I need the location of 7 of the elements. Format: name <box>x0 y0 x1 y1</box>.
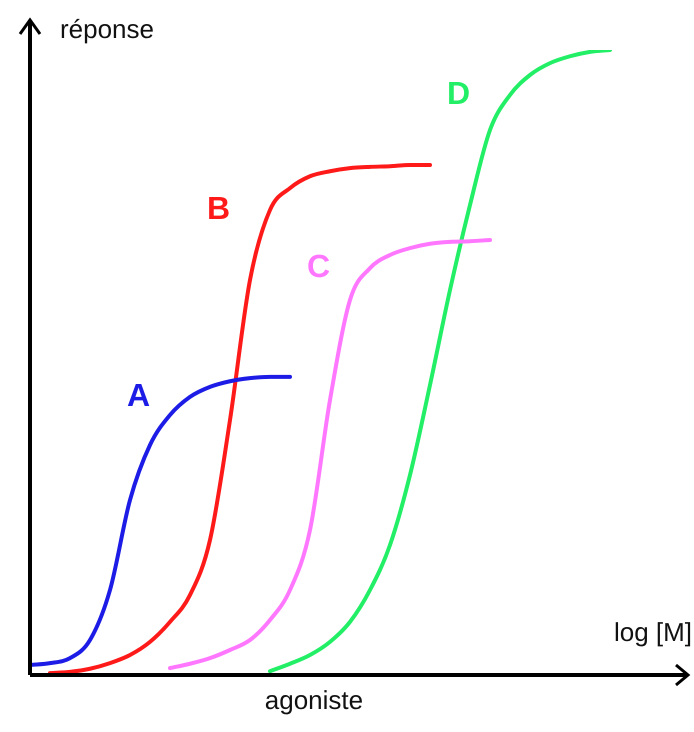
x-axis-title: log [M] <box>614 617 692 648</box>
text: agoniste <box>264 685 364 716</box>
series-label: C <box>307 248 330 286</box>
series-label: D <box>447 75 470 112</box>
y-axis-title: réponse <box>60 14 154 45</box>
series-label: A <box>127 376 150 414</box>
series-label: B <box>207 190 230 227</box>
